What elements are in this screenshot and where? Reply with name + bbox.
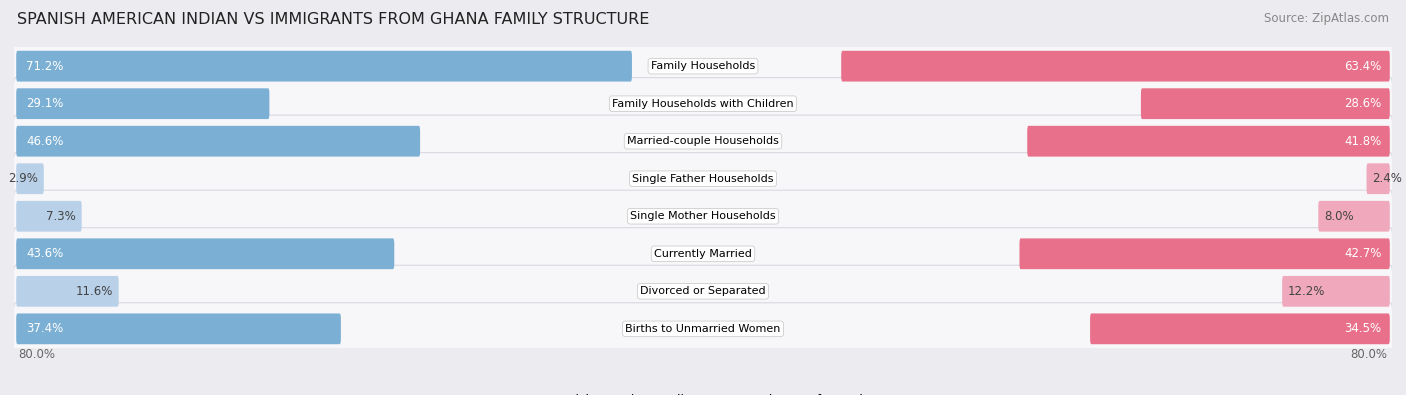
Text: 29.1%: 29.1% [27,97,63,110]
Text: 42.7%: 42.7% [1344,247,1382,260]
Text: 80.0%: 80.0% [18,348,55,361]
FancyBboxPatch shape [17,239,394,269]
FancyBboxPatch shape [13,152,1393,205]
Text: 37.4%: 37.4% [27,322,63,335]
FancyBboxPatch shape [17,276,118,307]
FancyBboxPatch shape [17,164,44,194]
Text: 8.0%: 8.0% [1324,210,1354,223]
FancyBboxPatch shape [1090,314,1389,344]
FancyBboxPatch shape [17,314,340,344]
FancyBboxPatch shape [1019,239,1389,269]
Text: 63.4%: 63.4% [1344,60,1382,73]
FancyBboxPatch shape [1028,126,1389,156]
Text: Single Mother Households: Single Mother Households [630,211,776,221]
FancyBboxPatch shape [13,77,1393,130]
Text: 2.4%: 2.4% [1372,172,1402,185]
Text: 41.8%: 41.8% [1344,135,1382,148]
Text: SPANISH AMERICAN INDIAN VS IMMIGRANTS FROM GHANA FAMILY STRUCTURE: SPANISH AMERICAN INDIAN VS IMMIGRANTS FR… [17,12,650,27]
FancyBboxPatch shape [17,51,631,81]
Text: 34.5%: 34.5% [1344,322,1382,335]
FancyBboxPatch shape [13,228,1393,280]
Text: 7.3%: 7.3% [46,210,76,223]
FancyBboxPatch shape [13,303,1393,355]
Text: Married-couple Households: Married-couple Households [627,136,779,146]
FancyBboxPatch shape [1319,201,1389,231]
Text: Source: ZipAtlas.com: Source: ZipAtlas.com [1264,12,1389,25]
Text: 71.2%: 71.2% [27,60,63,73]
FancyBboxPatch shape [1367,164,1389,194]
Text: Divorced or Separated: Divorced or Separated [640,286,766,296]
FancyBboxPatch shape [13,115,1393,167]
FancyBboxPatch shape [1140,88,1389,119]
FancyBboxPatch shape [17,126,420,156]
Text: 80.0%: 80.0% [1351,348,1388,361]
Legend: Spanish American Indian, Immigrants from Ghana: Spanish American Indian, Immigrants from… [516,394,890,395]
Text: 43.6%: 43.6% [27,247,63,260]
Text: Family Households: Family Households [651,61,755,71]
Text: 46.6%: 46.6% [27,135,63,148]
FancyBboxPatch shape [13,190,1393,243]
FancyBboxPatch shape [17,201,82,231]
Text: Births to Unmarried Women: Births to Unmarried Women [626,324,780,334]
Text: 2.9%: 2.9% [8,172,38,185]
Text: 12.2%: 12.2% [1288,285,1324,298]
Text: Family Households with Children: Family Households with Children [612,99,794,109]
Text: 28.6%: 28.6% [1344,97,1382,110]
FancyBboxPatch shape [13,265,1393,318]
FancyBboxPatch shape [13,40,1393,92]
FancyBboxPatch shape [841,51,1389,81]
Text: Currently Married: Currently Married [654,249,752,259]
Text: Single Father Households: Single Father Households [633,174,773,184]
FancyBboxPatch shape [1282,276,1389,307]
Text: 11.6%: 11.6% [76,285,112,298]
FancyBboxPatch shape [17,88,270,119]
